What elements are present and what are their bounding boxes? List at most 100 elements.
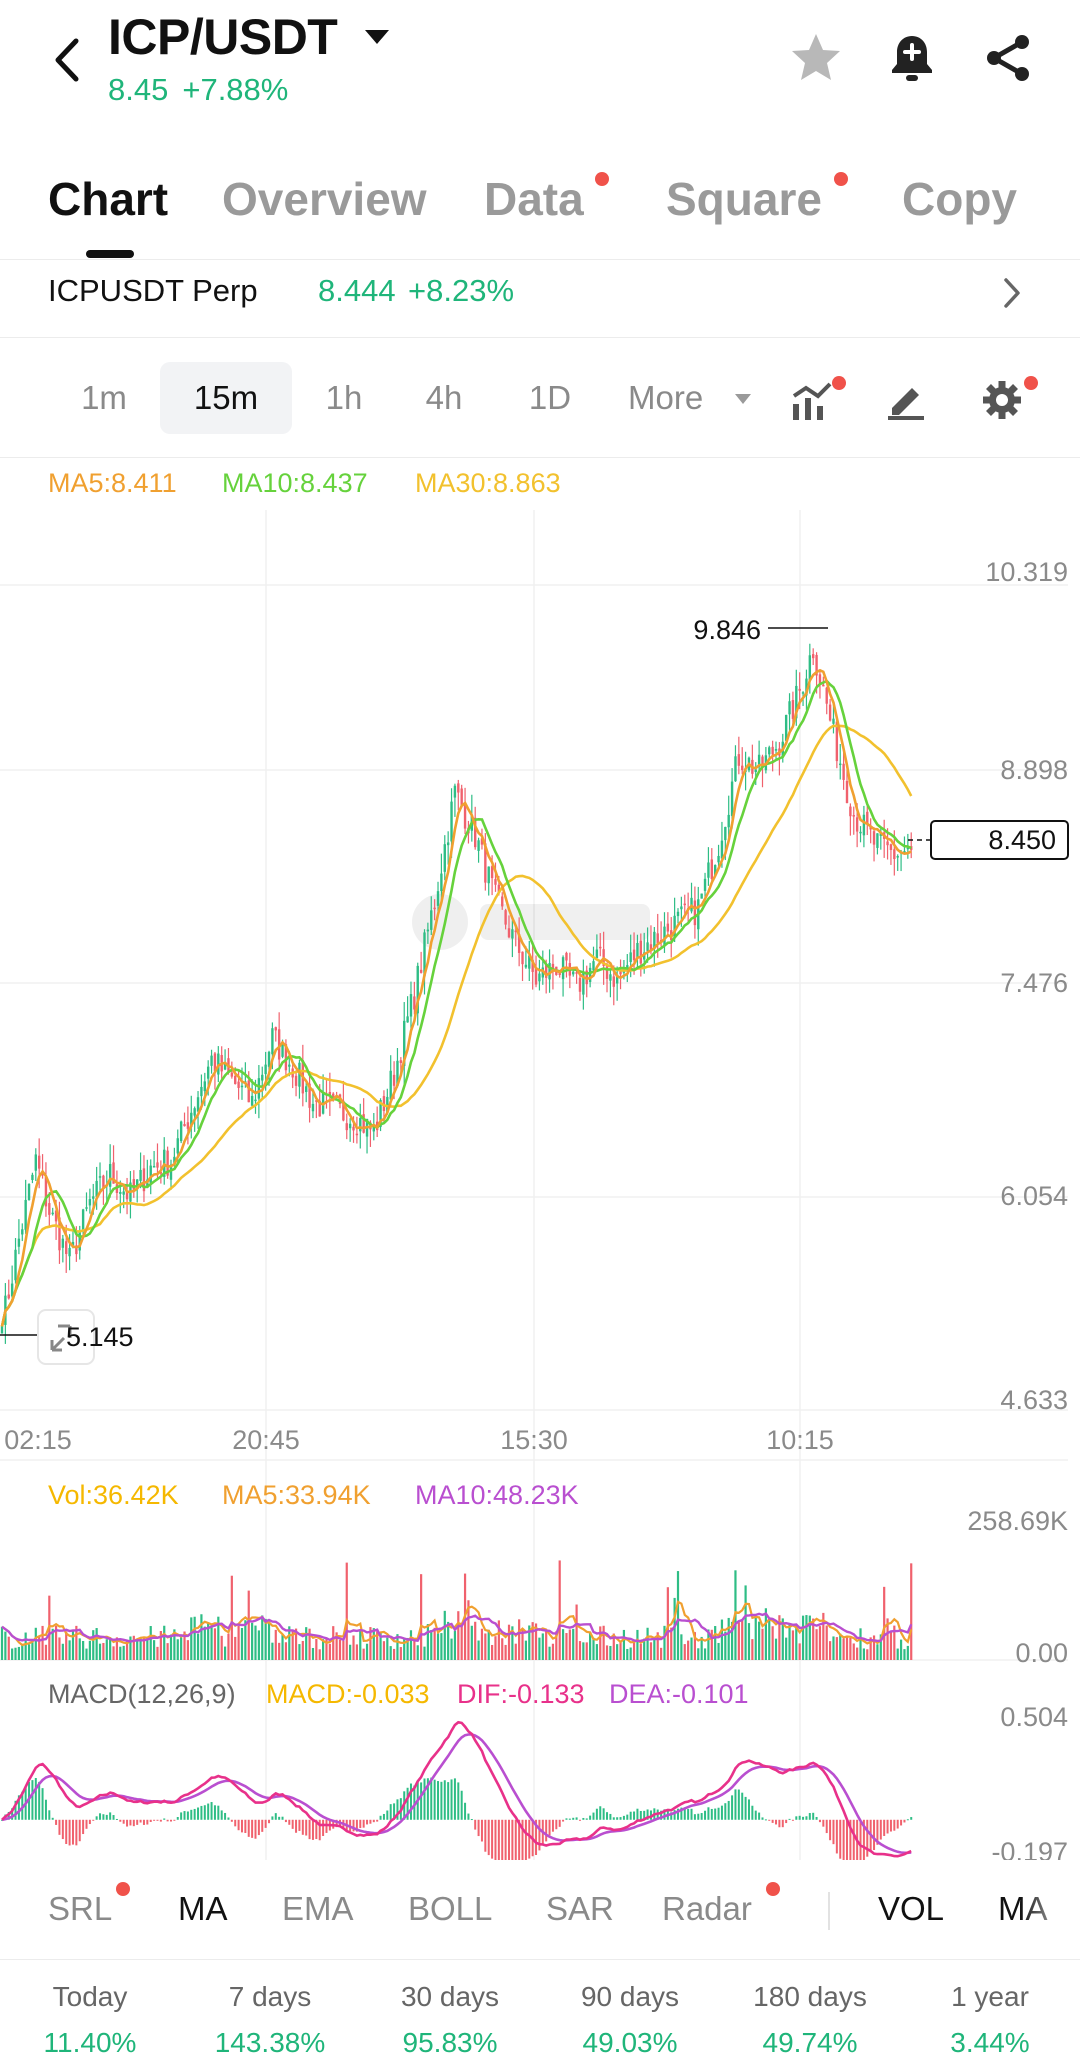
indicator-sar[interactable]: SAR bbox=[546, 1890, 614, 1927]
macd-histogram-bar bbox=[484, 1819, 487, 1852]
volume-bar bbox=[605, 1645, 609, 1660]
volume-bar bbox=[230, 1575, 233, 1660]
volume-bar bbox=[626, 1648, 629, 1660]
timeframe-15m[interactable]: 15m bbox=[160, 362, 292, 434]
low-marker-label: 5.145 bbox=[66, 1322, 134, 1352]
kline-chart[interactable]: 9.846 5.145 8.450 MA5:8.411 MA10:8.437 M… bbox=[0, 460, 1080, 1873]
volume-bar bbox=[440, 1633, 443, 1660]
candle-body bbox=[818, 674, 822, 684]
volume-bar bbox=[281, 1634, 284, 1660]
volume-axis-label: 0.00 bbox=[1015, 1638, 1068, 1668]
volume-bar bbox=[163, 1625, 166, 1660]
macd-histogram-bar bbox=[352, 1819, 355, 1832]
tab-square[interactable]: Square bbox=[666, 173, 822, 225]
candle-body bbox=[44, 1176, 48, 1207]
tab-active-indicator bbox=[86, 250, 134, 258]
candle-body bbox=[58, 1217, 61, 1251]
macd-histogram-bar bbox=[305, 1819, 308, 1836]
draw-pen-icon[interactable] bbox=[884, 378, 928, 422]
macd-histogram-bar bbox=[244, 1819, 247, 1833]
indicator-ma[interactable]: MA bbox=[178, 1890, 228, 1927]
candle-body bbox=[680, 906, 683, 910]
timeframe-4h[interactable]: 4h bbox=[425, 379, 463, 416]
pair-dropdown-icon[interactable] bbox=[362, 26, 392, 48]
candle-body bbox=[849, 806, 852, 817]
macd-histogram-bar bbox=[170, 1819, 172, 1822]
tab-data[interactable]: Data bbox=[484, 173, 584, 225]
indicator-radar[interactable]: Radar bbox=[662, 1890, 752, 1927]
volume-bar bbox=[616, 1644, 619, 1660]
chart-settings-gear-icon[interactable] bbox=[980, 378, 1024, 422]
volume-bar bbox=[862, 1648, 865, 1660]
candle-body bbox=[626, 965, 629, 969]
indicator-boll[interactable]: BOLL bbox=[408, 1890, 493, 1927]
macd-histogram-bar bbox=[575, 1817, 578, 1820]
tab-copy[interactable]: Copy bbox=[902, 173, 1017, 225]
pair-title[interactable]: ICP/USDT bbox=[108, 9, 338, 65]
perp-row[interactable]: ICPUSDT Perp 8.444 +8.23% bbox=[0, 262, 1080, 338]
candle-body bbox=[389, 1070, 392, 1100]
macd-histogram-bar bbox=[521, 1819, 524, 1866]
perf-value: 49.74% bbox=[762, 2027, 858, 2058]
macd-histogram-bar bbox=[379, 1815, 382, 1820]
macd-histogram-bar bbox=[288, 1819, 291, 1825]
volume-bar bbox=[54, 1625, 58, 1660]
macd-histogram-bar bbox=[149, 1819, 152, 1822]
macd-histogram-bar bbox=[589, 1815, 592, 1820]
macd-histogram-bar bbox=[822, 1819, 825, 1827]
volume-bar bbox=[61, 1643, 64, 1660]
volume-bar bbox=[136, 1638, 139, 1660]
header-change: +7.88% bbox=[182, 72, 289, 107]
macd-histogram-bar bbox=[443, 1780, 446, 1820]
fullscreen-toggle-icon[interactable] bbox=[37, 1309, 95, 1365]
candle-body bbox=[643, 952, 646, 960]
volume-bar bbox=[494, 1636, 497, 1660]
volume-bar bbox=[825, 1625, 828, 1660]
timeframe-more[interactable]: More bbox=[628, 379, 704, 416]
volume-bar bbox=[649, 1642, 653, 1660]
volume-bar bbox=[315, 1638, 318, 1660]
candle-body bbox=[348, 1123, 352, 1129]
timeframe-1h[interactable]: 1h bbox=[325, 379, 363, 416]
tab-overview[interactable]: Overview bbox=[222, 173, 427, 225]
back-arrow-icon[interactable] bbox=[48, 35, 88, 85]
candle-body bbox=[852, 815, 855, 817]
macd-histogram-bar bbox=[268, 1819, 271, 1824]
candle-body bbox=[713, 865, 717, 876]
macd-histogram-bar bbox=[119, 1819, 122, 1822]
indicator-srl[interactable]: SRL bbox=[48, 1890, 113, 1927]
volume-bar bbox=[213, 1628, 217, 1660]
sub-indicator-vol[interactable]: VOL bbox=[878, 1890, 945, 1927]
volume-bar bbox=[44, 1644, 48, 1660]
macd-histogram-bar bbox=[369, 1819, 372, 1824]
candle-body bbox=[886, 841, 889, 846]
volume-bar bbox=[582, 1642, 585, 1660]
macd-histogram-bar bbox=[254, 1819, 257, 1839]
indicator-ema[interactable]: EMA bbox=[282, 1890, 354, 1927]
volume-bar bbox=[768, 1619, 771, 1660]
macd-histogram-bar bbox=[616, 1817, 619, 1820]
timeframe-1d[interactable]: 1D bbox=[528, 379, 572, 416]
macd-histogram-bar bbox=[409, 1783, 412, 1820]
volume-bar bbox=[575, 1604, 578, 1660]
chart-area[interactable]: 9.846 5.145 8.450 MA5:8.411 MA10:8.437 M… bbox=[0, 460, 1080, 1873]
alert-bell-icon[interactable] bbox=[884, 30, 940, 86]
candle-body bbox=[812, 654, 815, 659]
indicators-icon[interactable] bbox=[790, 378, 834, 422]
macd-histogram-bar bbox=[910, 1817, 913, 1820]
candle-body bbox=[774, 749, 778, 751]
star-icon[interactable] bbox=[788, 30, 844, 86]
volume-bar bbox=[636, 1629, 639, 1660]
candle-body bbox=[839, 763, 842, 766]
candle-body bbox=[653, 931, 656, 949]
tab-chart[interactable]: Chart bbox=[48, 173, 169, 225]
macd-histogram-bar bbox=[852, 1819, 855, 1872]
share-icon[interactable] bbox=[980, 30, 1036, 86]
timeframe-1m[interactable]: 1m bbox=[81, 379, 127, 416]
candle-body bbox=[463, 804, 467, 829]
tab-scroll-fade bbox=[1020, 160, 1080, 258]
macd-histogram-bar bbox=[173, 1819, 176, 1821]
macd-histogram-bar bbox=[460, 1790, 463, 1820]
volume-bar bbox=[382, 1641, 386, 1660]
volume-bar bbox=[896, 1648, 899, 1660]
